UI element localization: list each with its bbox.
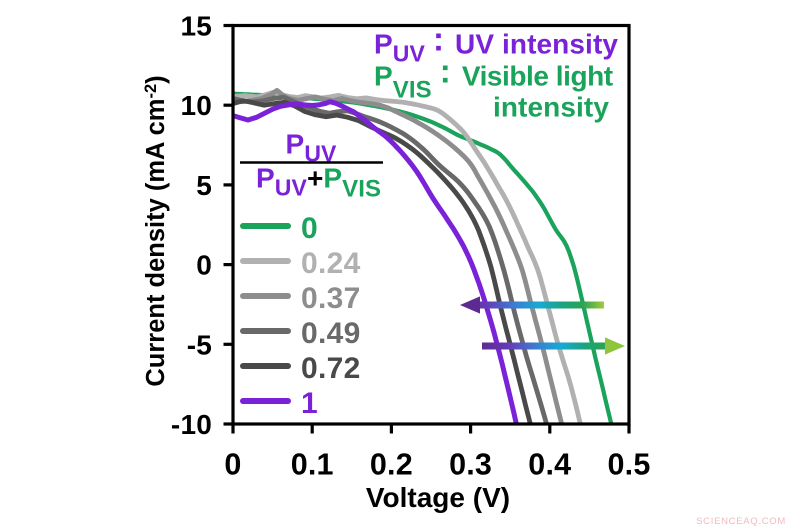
svg-text:0.24: 0.24 [301, 247, 361, 280]
svg-text:0.49: 0.49 [301, 317, 361, 350]
svg-text:PUV:UV intensity: PUV: UV intensity [374, 21, 618, 67]
svg-text:15: 15 [180, 11, 212, 42]
svg-text:0.1: 0.1 [291, 448, 334, 482]
svg-text:1: 1 [301, 387, 318, 420]
svg-text:5: 5 [196, 170, 212, 201]
svg-text:0: 0 [224, 448, 241, 482]
svg-text:-5: -5 [187, 329, 212, 360]
svg-text:PUV+PVIS: PUV+PVIS [256, 163, 381, 203]
svg-text:SCIENCEAQ.COM: SCIENCEAQ.COM [696, 516, 786, 527]
svg-text:0.2: 0.2 [370, 448, 413, 482]
svg-text:0.37: 0.37 [301, 282, 361, 315]
svg-text:0.3: 0.3 [449, 448, 492, 482]
svg-text:10: 10 [180, 90, 212, 121]
svg-text:Voltage (V): Voltage (V) [366, 482, 510, 513]
svg-text:intensity: intensity [493, 92, 609, 123]
svg-text:0.72: 0.72 [301, 352, 361, 385]
svg-text:0.4: 0.4 [528, 448, 571, 482]
svg-text:PVIS:Visible light: PVIS: Visible light [374, 53, 613, 104]
svg-text:Current density (mA cm-2): Current density (mA cm-2) [142, 75, 170, 386]
svg-text:-10: -10 [171, 409, 212, 440]
svg-text:0: 0 [301, 212, 318, 245]
svg-text:0: 0 [196, 250, 212, 281]
svg-text:0.5: 0.5 [608, 448, 651, 482]
